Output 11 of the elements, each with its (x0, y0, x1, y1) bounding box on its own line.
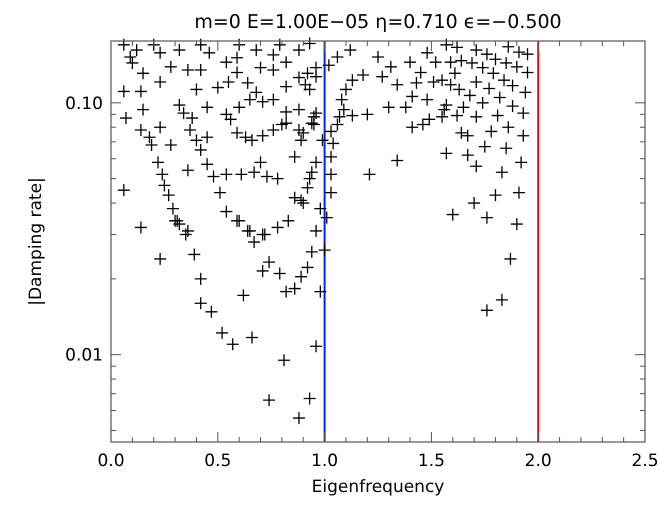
x-tick-label: 1.0 (311, 451, 338, 471)
x-tick-label: 0.5 (204, 451, 232, 471)
y-axis-title: |Damping rate| (26, 177, 46, 306)
x-tick-label: 2.5 (631, 451, 659, 471)
x-tick-label: 2.0 (524, 451, 552, 471)
x-axis-title: Eigenfrequency (312, 477, 444, 497)
x-tick-label: 0.0 (97, 451, 125, 471)
chart-title: m=0 E=1.00E−05 η=0.710 ϵ=−0.500 (194, 11, 562, 33)
x-tick-label: 1.5 (418, 451, 445, 471)
y-tick-label: 0.01 (65, 346, 103, 366)
y-tick-label: 0.10 (65, 94, 103, 114)
